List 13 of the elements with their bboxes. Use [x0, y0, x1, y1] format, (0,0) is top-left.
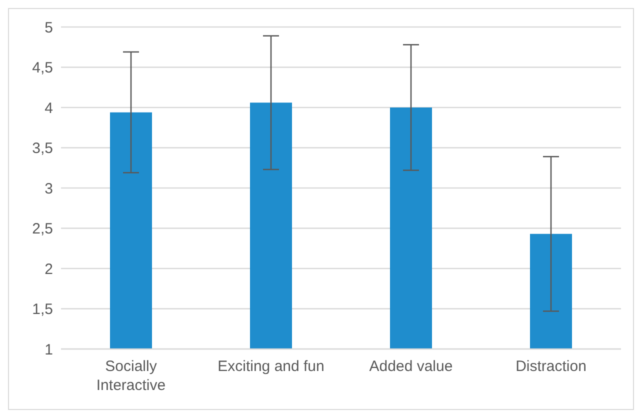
y-tick-label: 4 [44, 100, 53, 117]
y-tick-label: 2,5 [32, 220, 53, 238]
y-tick-label: 1 [44, 341, 53, 358]
y-tick-label: 2 [44, 260, 53, 278]
y-tick-label: 1,5 [32, 301, 53, 318]
y-tick-label: 5 [44, 19, 53, 36]
x-tick-label: Exciting and fun [218, 358, 324, 375]
x-tick-label: Socially Interactive [96, 358, 166, 394]
y-tick-label: 3,5 [32, 140, 53, 158]
x-tick-label: Distraction [516, 358, 586, 375]
x-tick-label: Added value [369, 358, 453, 375]
y-tick-label: 3 [44, 180, 53, 198]
y-tick-label: 4,5 [32, 60, 53, 77]
